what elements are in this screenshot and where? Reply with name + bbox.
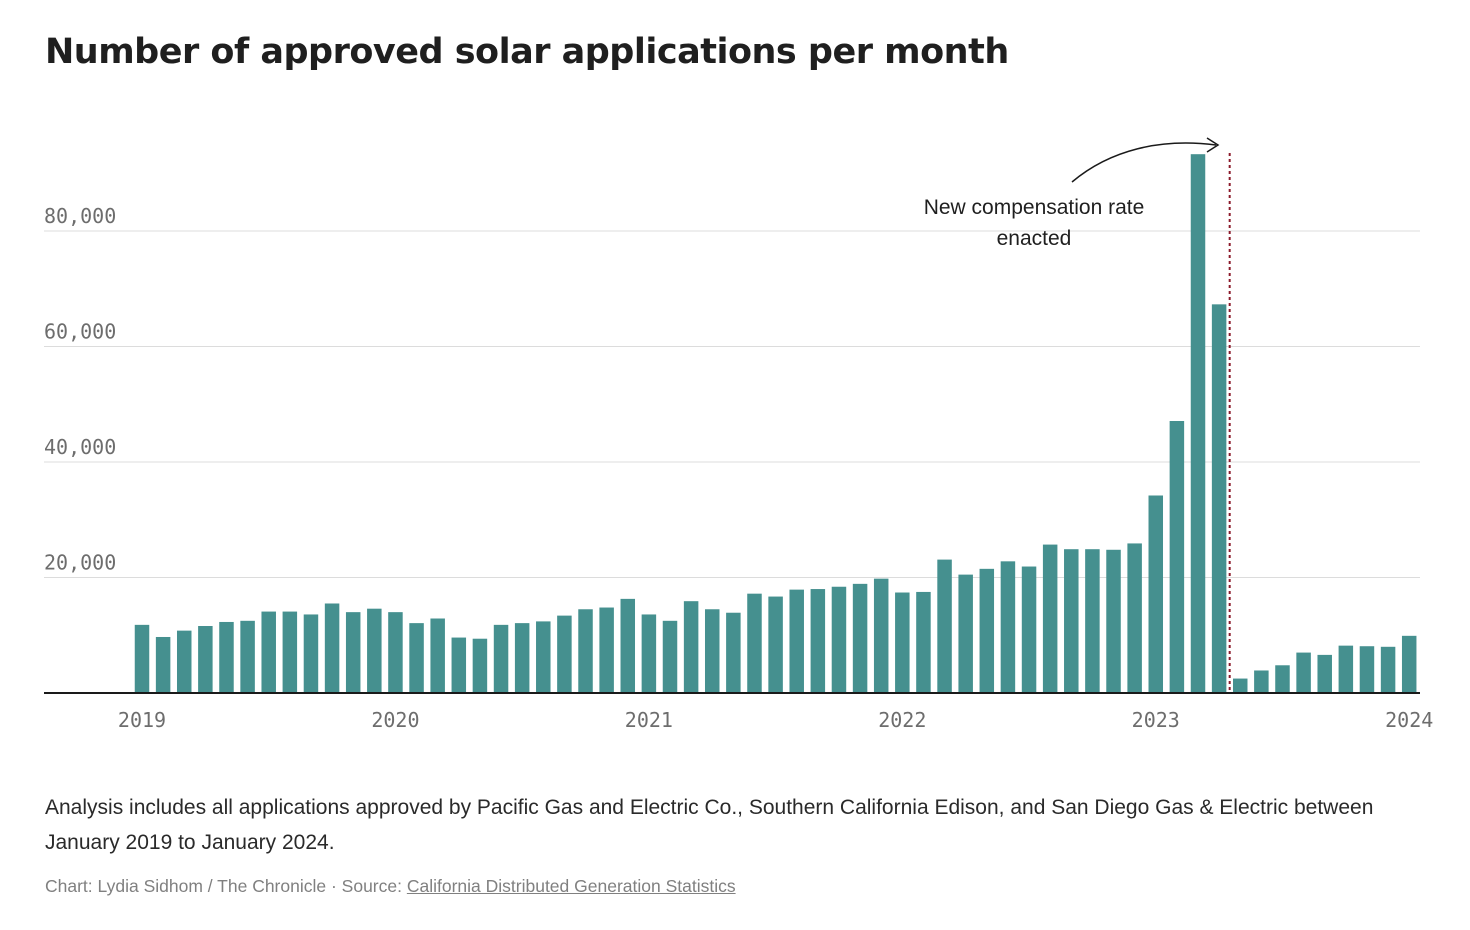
bar	[810, 589, 826, 693]
bar	[1106, 549, 1121, 693]
bar	[1254, 670, 1269, 693]
bar	[873, 578, 889, 693]
bar	[1401, 635, 1417, 693]
credit-prefix: Chart: Lydia Sidhom / The Chronicle · So…	[45, 876, 407, 896]
bar	[1127, 543, 1142, 693]
bar	[789, 589, 804, 693]
bar	[1000, 561, 1016, 693]
bar	[1085, 549, 1100, 693]
bar	[852, 583, 868, 693]
bar	[979, 568, 995, 693]
bar	[345, 612, 361, 693]
bar	[578, 609, 593, 693]
bar	[1275, 665, 1290, 693]
bar	[1190, 154, 1206, 693]
bar	[895, 592, 910, 693]
x-tick-label: 2019	[118, 708, 166, 732]
bar	[240, 620, 255, 693]
bar	[514, 623, 530, 693]
y-tick-label: 40,000	[44, 435, 116, 459]
bar	[367, 608, 382, 693]
bar	[1338, 645, 1354, 693]
x-tick-label: 2024	[1385, 708, 1433, 732]
bar	[1211, 304, 1227, 693]
annotation: New compensation rate enacted	[924, 137, 1220, 250]
chart-credit: Chart: Lydia Sidhom / The Chronicle · So…	[45, 876, 736, 897]
y-tick-label: 20,000	[44, 551, 116, 575]
bar	[1042, 544, 1058, 693]
bar	[282, 611, 298, 693]
bar	[261, 611, 276, 693]
bar-chart: 20,000 40,000 60,000 80,000 2019 2020 2021 202…	[44, 137, 1433, 732]
bar	[704, 609, 720, 693]
bar	[768, 596, 783, 693]
annotation-arrowhead	[1206, 137, 1220, 153]
x-axis-tick-labels: 2019 2020 2021 2022 2023 2024	[118, 708, 1433, 732]
y-tick-label: 60,000	[44, 320, 116, 344]
bar	[198, 626, 213, 693]
x-tick-label: 2021	[625, 708, 673, 732]
bar	[662, 620, 678, 693]
bar	[937, 559, 952, 693]
bar	[1064, 549, 1079, 693]
bar	[451, 637, 467, 693]
x-tick-label: 2022	[878, 708, 926, 732]
bar	[388, 612, 403, 693]
bar	[683, 601, 699, 693]
x-tick-label: 2020	[371, 708, 419, 732]
bar	[176, 630, 192, 693]
annotation-text-line-1: New compensation rate	[924, 196, 1145, 219]
bar	[493, 624, 509, 693]
bar	[726, 612, 741, 693]
bar	[958, 574, 973, 693]
bar	[1232, 678, 1248, 693]
x-tick-label: 2023	[1132, 708, 1180, 732]
gridlines	[44, 230, 1420, 578]
bar	[472, 638, 488, 693]
y-tick-label: 80,000	[44, 204, 116, 228]
bar	[1169, 420, 1185, 693]
annotation-text-line-2: enacted	[997, 227, 1072, 250]
bar	[747, 593, 762, 693]
bar	[599, 607, 614, 693]
chart-title: Number of approved solar applications pe…	[45, 32, 1009, 72]
bars	[134, 154, 1417, 693]
bar	[1148, 495, 1164, 693]
bar	[1021, 566, 1037, 693]
bar	[916, 591, 931, 693]
bar	[303, 614, 319, 693]
bar	[641, 614, 657, 693]
bar	[324, 603, 340, 693]
bar	[1317, 654, 1332, 693]
bar	[620, 598, 636, 693]
chart-footnote: Analysis includes all applications appro…	[45, 796, 1374, 854]
bar	[1359, 646, 1375, 693]
bar	[536, 621, 551, 693]
bar	[430, 618, 445, 693]
source-link[interactable]: California Distributed Generation Statis…	[406, 876, 736, 896]
y-axis-tick-labels: 20,000 40,000 60,000 80,000	[44, 204, 116, 575]
bar	[155, 636, 171, 693]
bar	[1296, 652, 1311, 693]
bar	[219, 621, 234, 693]
bar	[1380, 646, 1396, 693]
bar	[134, 624, 150, 693]
bar	[557, 615, 572, 693]
bar	[831, 586, 847, 693]
annotation-arrow	[1071, 142, 1217, 183]
bar	[409, 623, 424, 693]
